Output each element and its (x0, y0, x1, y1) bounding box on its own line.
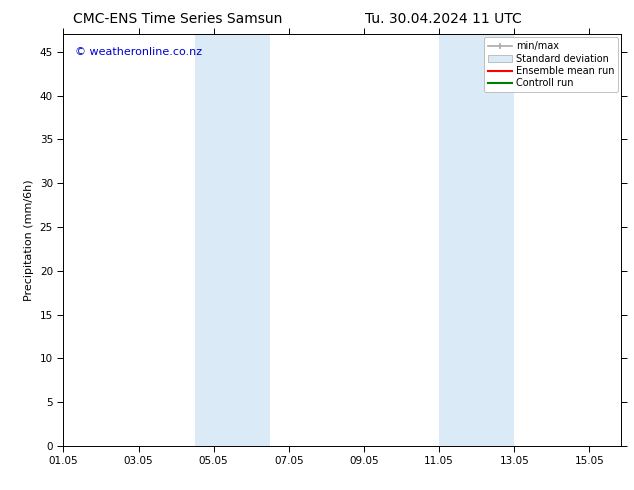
Bar (195, 34, 270, 446)
Y-axis label: Precipitation (mm/6h): Precipitation (mm/6h) (24, 179, 34, 301)
Text: CMC-ENS Time Series Samsun: CMC-ENS Time Series Samsun (73, 12, 282, 26)
Text: © weatheronline.co.nz: © weatheronline.co.nz (75, 47, 202, 57)
Bar (439, 34, 514, 446)
Legend: min/max, Standard deviation, Ensemble mean run, Controll run: min/max, Standard deviation, Ensemble me… (484, 37, 618, 92)
Text: Tu. 30.04.2024 11 UTC: Tu. 30.04.2024 11 UTC (365, 12, 522, 26)
